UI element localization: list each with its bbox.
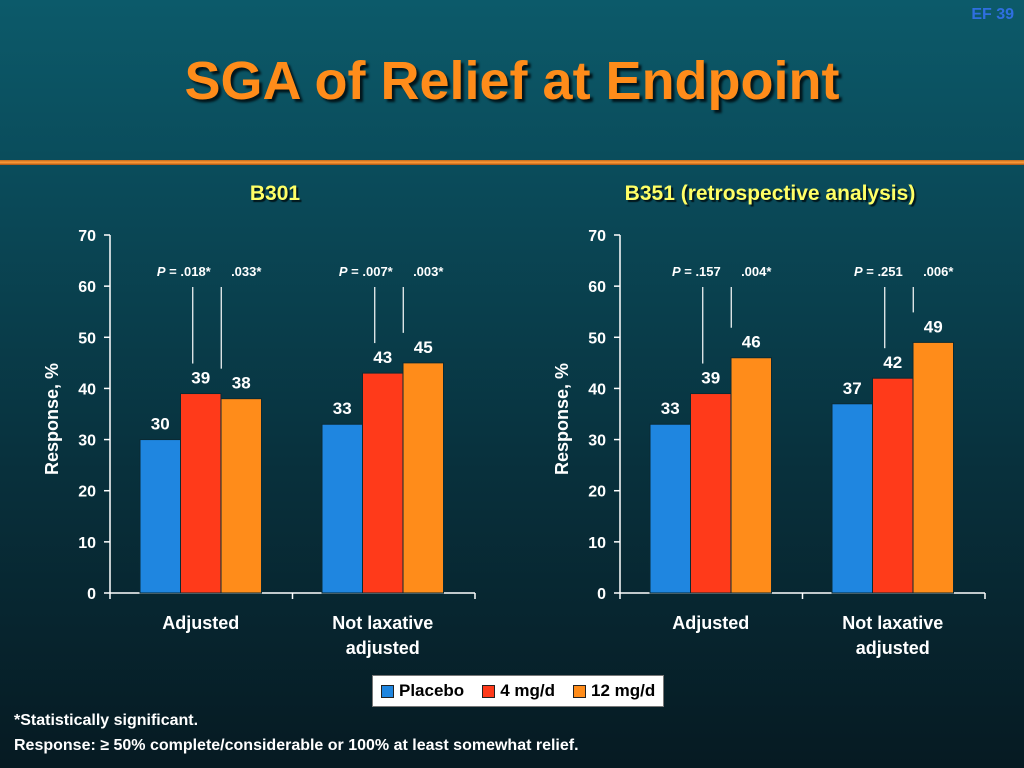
p-value-12mg: .006*	[923, 264, 954, 279]
bar-4-mg/d	[180, 393, 222, 594]
x-category-label: Not laxative	[842, 613, 943, 633]
legend-swatch-4mg	[482, 684, 496, 698]
legend-swatch-placebo	[381, 684, 394, 698]
x-category-label: adjusted	[856, 638, 930, 658]
chart-legend: Placebo 4 mg/d 12 mg/d	[372, 675, 665, 707]
p-value-annotation: P = .251	[854, 264, 903, 279]
bar-value-label: 33	[333, 399, 352, 418]
chart-title-b351: B351 (retrospective analysis)	[624, 182, 916, 205]
legend-item-4mg: 4 mg/d	[482, 681, 555, 701]
legend-label-placebo: Placebo	[399, 681, 465, 700]
legend-label-12mg: 12 mg/d	[591, 681, 656, 700]
x-category-label: Adjusted	[162, 613, 239, 633]
y-tick-label: 30	[78, 433, 96, 450]
y-tick-label: 0	[87, 586, 96, 603]
p-value-annotation: P = .007*	[339, 264, 394, 279]
y-tick-label: 70	[588, 228, 606, 245]
p-value-4mg: = .157	[681, 264, 721, 279]
y-axis-label: Response, %	[42, 363, 62, 475]
p-value-12mg: .003*	[413, 264, 444, 279]
y-tick-label: 30	[588, 433, 606, 450]
p-label: P	[339, 264, 348, 279]
y-tick-label: 20	[588, 484, 606, 501]
y-tick-label: 10	[78, 535, 96, 552]
p-label: P	[157, 264, 166, 279]
bar-4-mg/d	[872, 377, 914, 594]
bar-placebo	[831, 403, 873, 594]
bar-value-label: 43	[373, 348, 392, 367]
p-value-12mg: .033*	[231, 264, 262, 279]
y-tick-label: 60	[588, 279, 606, 296]
bar-value-label: 39	[191, 369, 210, 388]
x-category-label: Adjusted	[672, 613, 749, 633]
p-value-4mg: = .251	[863, 264, 903, 279]
bar-value-label: 30	[151, 415, 170, 434]
y-tick-label: 0	[597, 586, 606, 603]
p-label: P	[672, 264, 681, 279]
y-tick-label: 60	[78, 279, 96, 296]
bar-placebo	[321, 423, 363, 594]
chart-title-b301: B301	[249, 182, 301, 205]
p-value-4mg: = .018*	[166, 264, 212, 279]
bar-12-mg/d	[402, 362, 444, 594]
p-value-annotation: P = .018*	[157, 264, 212, 279]
bar-value-label: 37	[843, 379, 862, 398]
bar-value-label: 33	[661, 399, 680, 418]
y-tick-label: 50	[78, 330, 96, 347]
x-category-label: adjusted	[346, 638, 420, 658]
bar-12-mg/d	[220, 398, 262, 594]
y-axis-label: Response, %	[552, 363, 572, 475]
legend-swatch-12mg	[573, 684, 586, 698]
p-label: P	[854, 264, 863, 279]
y-tick-label: 40	[588, 381, 606, 398]
bar-value-label: 46	[742, 333, 761, 352]
legend-item-placebo: Placebo	[381, 681, 464, 701]
legend-label-4mg: 4 mg/d	[500, 681, 555, 700]
y-tick-label: 70	[78, 228, 96, 245]
bar-value-label: 38	[232, 374, 251, 393]
p-value-annotation: P = .157	[672, 264, 721, 279]
bar-4-mg/d	[362, 372, 404, 594]
bar-12-mg/d	[730, 357, 772, 594]
footnote-response-definition: Response: ≥ 50% complete/considerable or…	[14, 737, 579, 754]
bar-placebo	[649, 423, 691, 594]
p-value-4mg: = .007*	[348, 264, 394, 279]
bar-value-label: 45	[414, 338, 433, 357]
footnote-significance: *Statistically significant.	[14, 712, 199, 729]
y-tick-label: 40	[78, 381, 96, 398]
slide-title: SGA of Relief at Endpoint	[184, 51, 840, 111]
slide-number: EF 39	[971, 6, 1014, 23]
y-tick-label: 20	[78, 484, 96, 501]
p-value-12mg: .004*	[741, 264, 772, 279]
legend-item-12mg: 12 mg/d	[573, 681, 655, 701]
y-tick-label: 50	[588, 330, 606, 347]
bar-placebo	[139, 439, 181, 594]
title-divider	[0, 160, 1024, 165]
y-tick-label: 10	[588, 535, 606, 552]
x-category-label: Not laxative	[332, 613, 433, 633]
bar-4-mg/d	[690, 393, 732, 594]
bar-12-mg/d	[912, 341, 954, 594]
bar-value-label: 42	[883, 353, 902, 372]
bar-value-label: 49	[924, 317, 943, 336]
bar-value-label: 39	[701, 369, 720, 388]
